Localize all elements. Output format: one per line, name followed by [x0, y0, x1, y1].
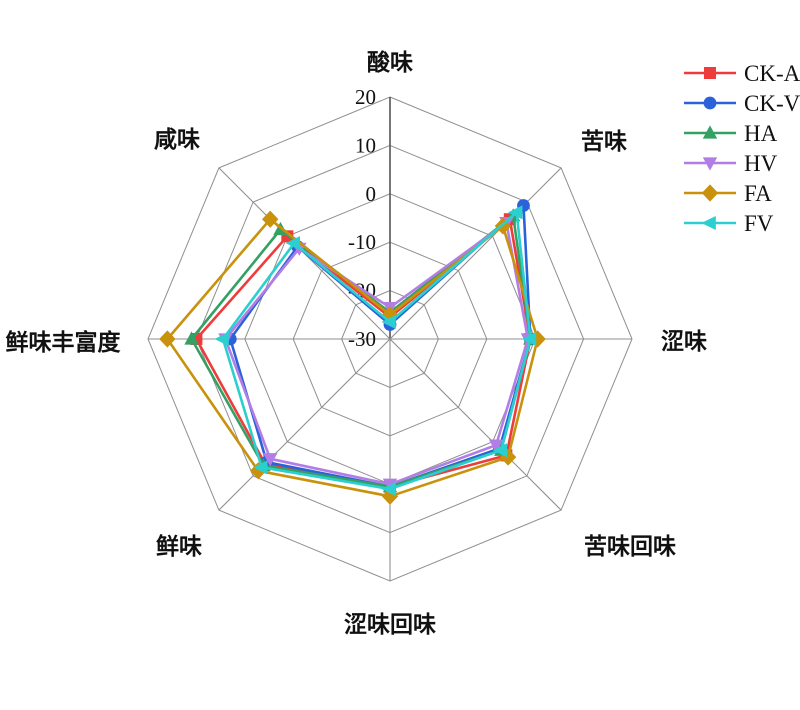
- legend-label: HV: [744, 151, 778, 176]
- series-marker-HV: [488, 439, 504, 453]
- legend-label: FA: [744, 181, 772, 206]
- axis-label: 鲜味丰富度: [6, 329, 122, 355]
- legend-label: CK-V: [744, 91, 800, 116]
- series-marker-FV: [253, 460, 268, 475]
- legend-swatch-triangle-up-icon: [702, 125, 718, 139]
- grid-spoke: [218, 338, 391, 511]
- series-marker-HV: [263, 453, 278, 467]
- axis-label: 苦味回味: [584, 534, 676, 559]
- radial-tick-label: 20: [355, 85, 376, 109]
- series-marker-FV: [521, 332, 537, 346]
- grid-spoke: [389, 167, 562, 340]
- radial-tick-label: -10: [348, 230, 376, 254]
- legend-swatch-diamond-icon: [701, 184, 719, 202]
- axis-label: 苦味: [581, 129, 627, 154]
- series-marker-FV: [285, 236, 300, 251]
- series-marker-FV: [381, 315, 396, 330]
- legend-swatch-triangle-left-icon: [701, 216, 716, 230]
- radial-tick-label: -30: [348, 327, 376, 351]
- axis-label: 鲜味: [156, 534, 202, 559]
- radial-tick-label: 0: [366, 182, 377, 206]
- legend-label: CK-A: [744, 61, 800, 86]
- legend-label: HA: [744, 121, 778, 146]
- axis-label: 涩味回味: [344, 612, 436, 637]
- legend-label: FV: [744, 211, 774, 236]
- series-marker-FV: [214, 332, 229, 346]
- axis-label: 咸味: [154, 127, 200, 152]
- series-line-FV: [221, 211, 532, 491]
- series-marker-FV: [381, 482, 396, 497]
- grid-spoke: [389, 338, 562, 511]
- legend-swatch-circle-icon: [703, 96, 717, 110]
- legend-swatch-triangle-down-icon: [702, 157, 718, 171]
- axis-label: 酸味: [367, 50, 413, 75]
- series-marker-FA: [262, 210, 279, 228]
- radial-tick-label: 10: [355, 133, 376, 157]
- series-line-HV: [224, 221, 530, 486]
- series-marker-FA: [381, 306, 399, 324]
- legend-swatch-square-icon: [704, 67, 716, 79]
- series-marker-FA: [159, 330, 176, 348]
- axis-label: 涩味: [661, 329, 707, 354]
- series-marker-FV: [492, 443, 508, 458]
- series-marker-HA: [184, 331, 199, 345]
- series-marker-FV: [508, 205, 523, 220]
